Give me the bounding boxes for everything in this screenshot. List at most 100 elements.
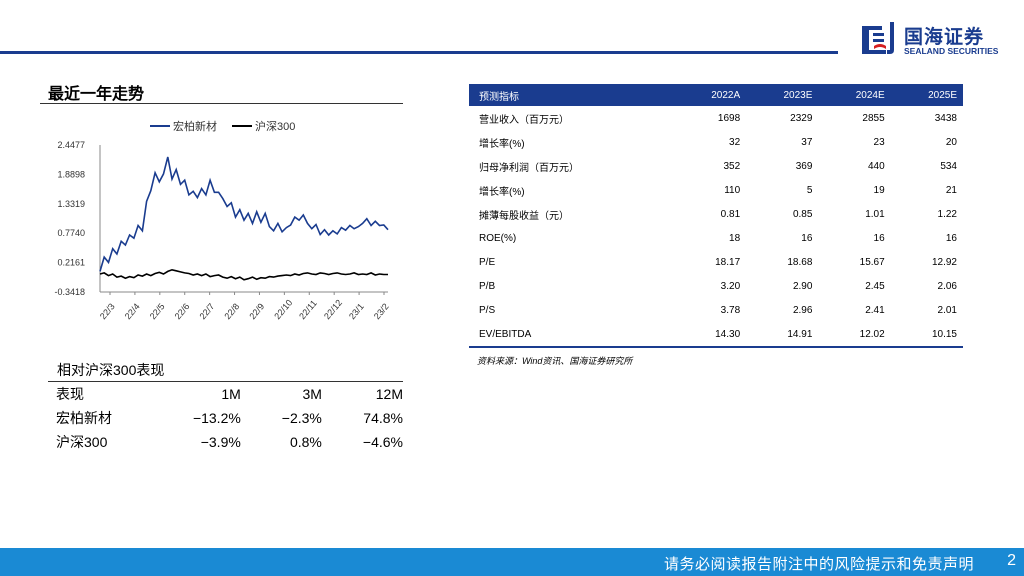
x-tick-label: 22/4 (123, 301, 142, 321)
row-label: 摊薄每股收益（元） (479, 210, 569, 222)
x-tick-label: 22/6 (173, 301, 192, 321)
table-header-cell: 12M (375, 386, 403, 402)
sealand-logo-icon (862, 22, 894, 54)
stock-trend-chart: 2.4477 1.8898 1.3319 0.7740 0.2161 -0.3418 22/… (54, 119, 391, 322)
series-line-1 (99, 156, 389, 272)
relative-perf-rule (48, 381, 403, 382)
table-header-cell: 2023E (746, 84, 819, 106)
table-cell: 3.78 (720, 304, 741, 316)
table-cell: 18 (729, 232, 741, 244)
table-cell: 15.67 (859, 256, 885, 268)
table-cell: 2329 (790, 112, 813, 124)
x-tick-label: 22/5 (148, 301, 167, 321)
table-cell: 110 (724, 184, 741, 196)
table-cell: 440 (867, 160, 885, 172)
row-label: 归母净利润（百万元） (479, 162, 579, 174)
row-label: P/S (479, 304, 496, 316)
y-tick-label: -0.3418 (54, 287, 85, 297)
table-cell: 2.96 (792, 304, 813, 316)
table-cell: 2.90 (792, 280, 813, 292)
table-cell: 5 (806, 184, 813, 196)
table-cell: 沪深300 (56, 434, 108, 450)
disclaimer-text: 请务必阅读报告附注中的风险提示和免责声明 (663, 556, 974, 573)
table-cell: 21 (945, 184, 957, 196)
table-row: P/E 18.17 18.68 15.67 12.92 (469, 250, 963, 274)
table-cell: 18.17 (715, 256, 741, 268)
x-tick-label: 22/7 (198, 301, 217, 321)
footer-bar: 请务必阅读报告附注中的风险提示和免责声明 2 (0, 548, 1024, 576)
table-cell: 16 (873, 232, 885, 244)
y-tick-label: 0.2161 (57, 258, 85, 268)
table-cell: 宏柏新材 (56, 410, 112, 426)
page-number: 2 (1007, 552, 1016, 569)
table-cell: 18.68 (787, 256, 813, 268)
table-row: EV/EBITDA 14.30 14.91 12.02 10.15 (469, 322, 963, 348)
y-tick-label: 1.8898 (57, 169, 85, 179)
row-label: 增长率(%) (479, 138, 525, 150)
table-cell: 12.92 (931, 256, 957, 268)
x-tick-label: 22/11 (297, 298, 319, 321)
table-cell: 23 (873, 136, 885, 148)
row-label: 营业收入（百万元） (479, 114, 569, 126)
table-cell: 1698 (717, 112, 741, 124)
brand-name-cn: 国海证券 (904, 27, 985, 48)
table-header-cell: 2025E (890, 84, 963, 106)
table-header-cell: 3M (302, 386, 322, 402)
brand-logo: 国海证券 SEALAND SECURITIES (860, 20, 1010, 60)
table-cell: 352 (723, 160, 741, 172)
table-cell: 14.30 (673, 322, 747, 348)
table-header-row: 预测指标 2022A 2023E 2024E 2025E (469, 84, 963, 106)
table-cell: 10.15 (890, 322, 963, 348)
table-cell: 369 (795, 160, 813, 172)
table-cell: 1.22 (937, 208, 957, 220)
x-tick-label: 23/2 (372, 301, 391, 321)
table-header-cell: 表现 (56, 386, 84, 402)
table-cell: 0.8% (289, 434, 322, 450)
table-cell: 32 (729, 136, 741, 148)
table-cell: 0.85 (792, 208, 813, 220)
legend-label: 沪深300 (255, 119, 295, 133)
table-cell: 19 (873, 184, 885, 196)
table-cell: 3.20 (720, 280, 741, 292)
table-cell: −13.2% (192, 410, 241, 426)
table-row: 摊薄每股收益（元） 0.81 0.85 1.01 1.22 (469, 202, 963, 226)
table-cell: 2855 (862, 112, 885, 124)
relative-perf-title: 相对沪深300表现 (57, 362, 165, 378)
x-tick-label: 22/9 (247, 301, 266, 321)
table-row: 增长率(%) 32 37 23 20 (469, 130, 963, 154)
y-tick-label: 0.7740 (57, 228, 85, 238)
source-note: 资料来源：Wind资讯、国海证券研究所 (477, 356, 633, 366)
table-cell: 534 (940, 160, 957, 172)
table-row: 营业收入（百万元） 1698 2329 2855 3438 (469, 106, 963, 130)
table-cell: 37 (801, 136, 813, 148)
forecast-table: 预测指标 2022A 2023E 2024E 2025E 营业收入（百万元） 16… (469, 84, 963, 348)
x-tick-label: 22/12 (322, 298, 344, 322)
row-label: P/B (479, 280, 496, 292)
table-cell: 2.41 (865, 304, 885, 316)
row-label: EV/EBITDA (469, 322, 674, 348)
x-tick-label: 22/10 (272, 298, 294, 322)
row-label: ROE(%) (479, 232, 517, 244)
table-row: 表现 1M 3M 12M (48, 382, 403, 406)
table-cell: 20 (945, 136, 957, 148)
table-cell: 2.45 (865, 280, 885, 292)
table-cell: 14.91 (746, 322, 819, 348)
table-row: ROE(%) 18 16 16 16 (469, 226, 963, 250)
table-cell: −2.3% (281, 410, 322, 426)
x-tick-label: 22/3 (98, 301, 117, 321)
legend-label: 宏柏新材 (173, 119, 217, 133)
table-cell: 0.81 (720, 208, 741, 220)
table-row: 宏柏新材 −13.2% −2.3% 74.8% (48, 406, 403, 430)
x-tick-label: 22/8 (222, 301, 241, 321)
table-cell: 2.01 (937, 304, 957, 316)
table-cell: 2.06 (937, 280, 957, 292)
table-cell: 74.8% (363, 410, 403, 426)
table-header-cell: 预测指标 (469, 84, 674, 106)
table-cell: 12.02 (818, 322, 891, 348)
table-header-cell: 2024E (818, 84, 891, 106)
table-cell: 3438 (934, 112, 957, 124)
relative-perf-table: 表现 1M 3M 12M 宏柏新材 −13.2% −2.3% 74.8% 沪深3… (48, 382, 403, 454)
header-rule (0, 51, 838, 54)
table-row: P/S 3.78 2.96 2.41 2.01 (469, 298, 963, 322)
row-label: 增长率(%) (479, 186, 525, 198)
